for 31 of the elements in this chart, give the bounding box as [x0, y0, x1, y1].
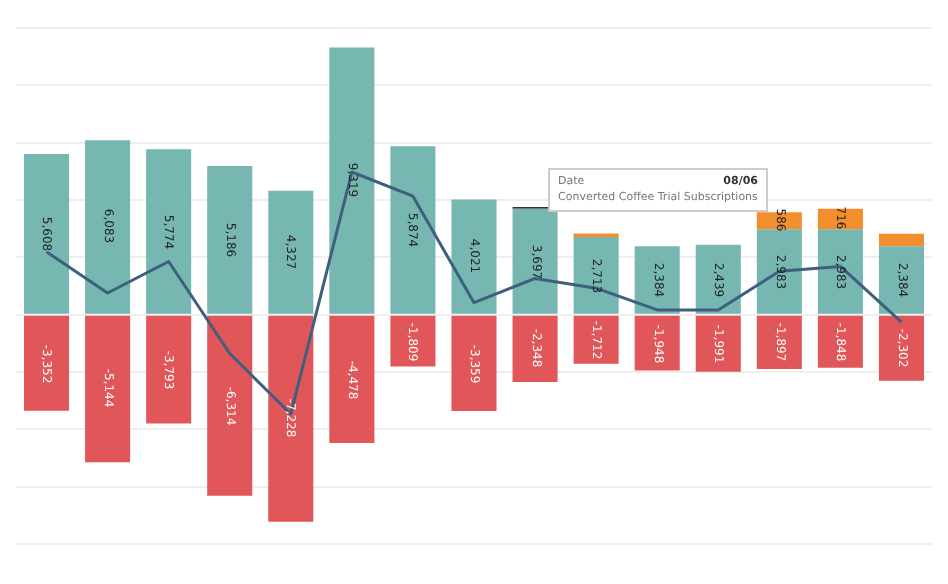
bar — [634, 315, 680, 371]
bar — [817, 229, 863, 314]
bar — [329, 315, 375, 444]
bar — [512, 208, 558, 314]
bar — [329, 47, 375, 314]
bar — [756, 315, 802, 370]
bar — [512, 315, 558, 382]
bar — [390, 315, 436, 367]
bar — [573, 236, 619, 314]
bar — [24, 315, 70, 411]
bar — [451, 199, 497, 314]
bar — [390, 146, 436, 314]
bar — [878, 315, 924, 381]
bar — [695, 244, 741, 314]
bar — [573, 315, 619, 364]
bar — [24, 153, 70, 314]
bar — [85, 315, 131, 463]
bar — [878, 233, 924, 247]
bar — [756, 229, 802, 314]
bar — [817, 315, 863, 368]
bar — [878, 246, 924, 314]
bar — [695, 315, 741, 372]
bar — [268, 190, 314, 314]
bar — [634, 246, 680, 314]
bar — [451, 315, 497, 411]
bar — [207, 166, 253, 314]
bar — [207, 315, 253, 496]
bar — [146, 315, 192, 424]
bar — [268, 315, 314, 522]
bar — [146, 149, 192, 314]
bar — [85, 140, 131, 314]
